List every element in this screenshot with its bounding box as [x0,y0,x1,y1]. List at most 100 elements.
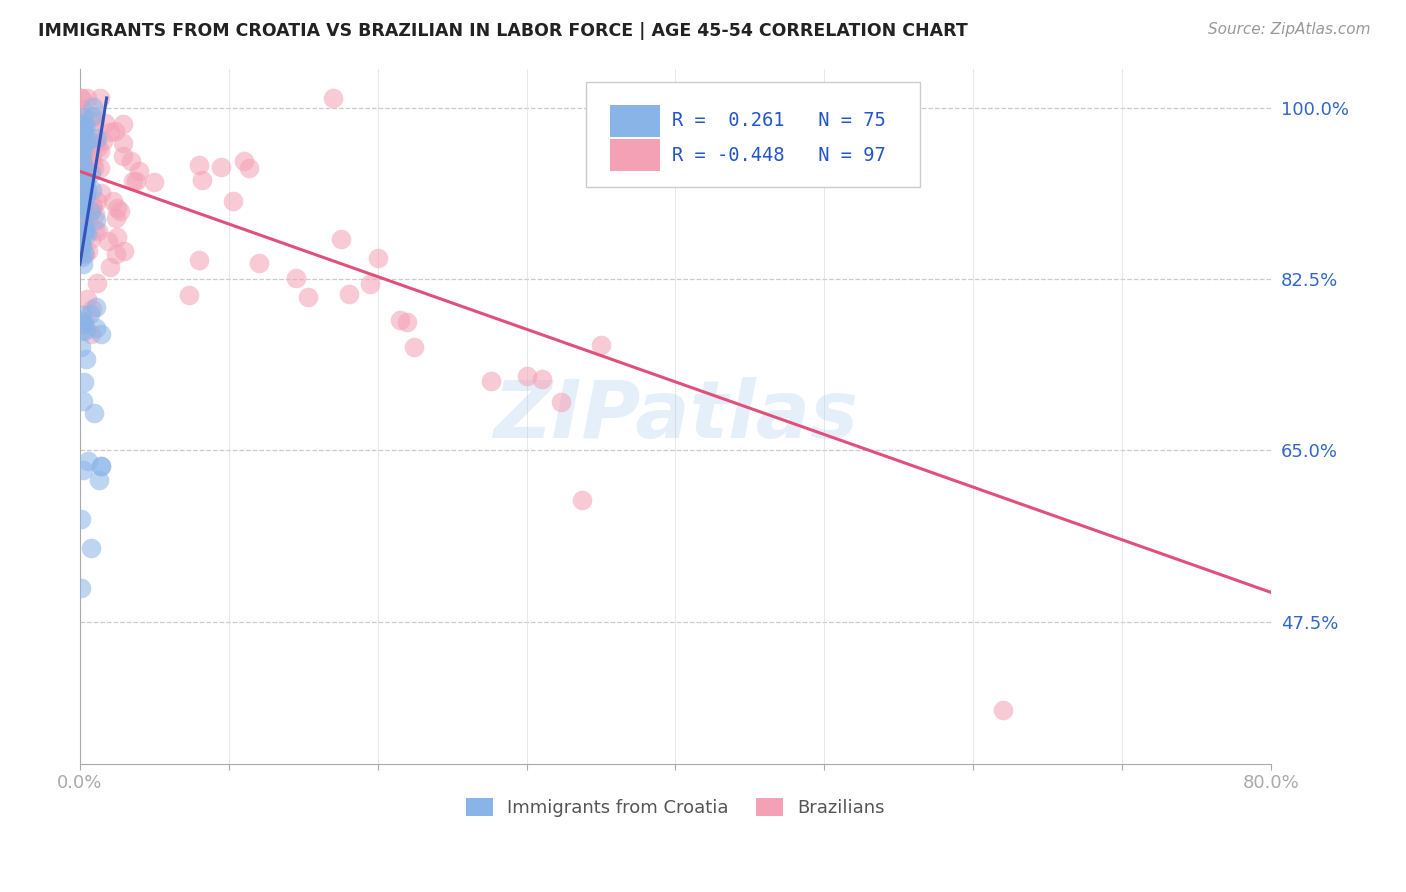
Point [83,222,105,236]
Point [72,102,94,116]
Point [73,162,96,177]
Point [80,109,103,123]
Point [70,512,93,526]
Point [589,338,612,352]
Point [80,301,103,316]
Point [73,134,96,148]
Point [89,144,111,158]
Point [72,118,94,132]
Point [70,196,93,211]
Point [90,186,112,200]
Point [516,369,538,384]
Point [90,459,112,474]
Point [75,135,97,149]
Point [91,134,114,148]
Point [72,110,94,124]
Point [70,324,93,338]
Point [80,327,103,342]
Point [70,91,93,105]
Point [84,212,107,227]
Legend: Immigrants from Croatia, Brazilians: Immigrants from Croatia, Brazilians [458,790,893,824]
Point [75,323,97,337]
Point [72,161,94,176]
Point [104,211,127,225]
Point [86,194,108,208]
Point [80,232,103,246]
Point [72,175,94,189]
Point [70,241,93,255]
FancyBboxPatch shape [610,139,659,171]
Point [72,180,94,194]
Text: R =  0.261   N = 75: R = 0.261 N = 75 [672,112,886,130]
Point [128,163,150,178]
Point [83,109,105,123]
Point [80,204,103,219]
Point [73,221,96,235]
Point [120,154,142,169]
Point [75,188,97,202]
Point [550,395,572,409]
Point [82,199,104,213]
Point [70,128,93,143]
Point [122,174,145,188]
Point [111,136,134,150]
Point [70,581,93,595]
Point [70,239,93,253]
Point [72,202,94,217]
Point [72,171,94,186]
Point [70,153,93,167]
Point [209,160,232,174]
Point [72,151,94,165]
Point [479,375,502,389]
Point [98,125,121,139]
Point [79,204,101,219]
Point [105,201,128,215]
Point [70,178,93,192]
Point [72,250,94,264]
Point [75,116,97,130]
Text: ZIPatlas: ZIPatlas [494,377,858,455]
Point [70,91,93,105]
Point [73,225,96,239]
Point [97,234,120,248]
Point [101,194,124,208]
Point [70,227,93,242]
Point [84,113,107,128]
Point [90,326,112,341]
Point [89,91,111,105]
Point [84,300,107,314]
Point [76,244,98,258]
Point [69,126,91,140]
Point [93,116,115,130]
Point [69,194,91,208]
Point [69,235,91,250]
Point [337,287,360,301]
Point [112,149,135,163]
Point [72,126,94,140]
Point [105,230,128,244]
Point [76,292,98,306]
Point [247,256,270,270]
Point [76,227,98,241]
Point [404,341,426,355]
Point [70,141,93,155]
Point [72,463,94,477]
Point [87,139,110,153]
Point [112,244,135,258]
Text: IMMIGRANTS FROM CROATIA VS BRAZILIAN IN LABOR FORCE | AGE 45-54 CORRELATION CHAR: IMMIGRANTS FROM CROATIA VS BRAZILIAN IN … [38,22,967,40]
Point [177,287,200,301]
Point [70,123,93,137]
Point [111,118,134,132]
Point [75,119,97,133]
Point [73,316,96,330]
Point [73,318,96,332]
Point [73,246,96,260]
FancyBboxPatch shape [610,104,659,136]
Point [221,194,243,209]
Point [70,218,93,232]
Point [233,154,256,169]
Point [82,100,104,114]
Point [83,161,105,175]
Point [69,116,91,130]
Point [991,703,1014,717]
